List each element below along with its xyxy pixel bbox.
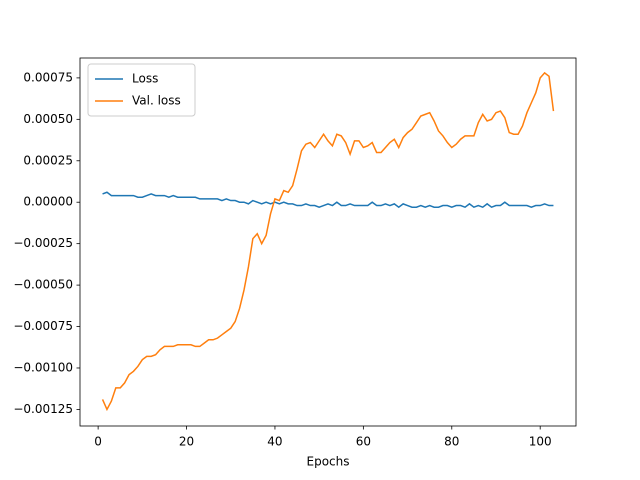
y-tick-label: 0.00025 bbox=[23, 153, 73, 167]
y-tick-label: −0.00100 bbox=[13, 360, 73, 374]
line-series bbox=[102, 191, 554, 209]
y-tick-label: −0.00050 bbox=[13, 278, 73, 292]
legend-label: Loss bbox=[132, 72, 158, 86]
line-series bbox=[101, 71, 555, 412]
x-tick-label: 0 bbox=[94, 435, 102, 449]
y-tick-label: 0.00000 bbox=[23, 195, 73, 209]
y-tick-label: −0.00075 bbox=[13, 319, 73, 333]
legend-box bbox=[87, 63, 196, 117]
y-tick-label: 0.00050 bbox=[23, 112, 73, 126]
x-tick-label: 80 bbox=[444, 435, 459, 449]
x-tick-label: 100 bbox=[529, 435, 552, 449]
plot-frame bbox=[79, 57, 577, 427]
x-tick-label: 40 bbox=[267, 435, 282, 449]
legend-label: Val. loss bbox=[132, 94, 181, 108]
x-tick-label: 60 bbox=[356, 435, 371, 449]
x-tick-label: 20 bbox=[179, 435, 194, 449]
y-tick-label: −0.00025 bbox=[13, 236, 73, 250]
y-tick-label: −0.00125 bbox=[13, 402, 73, 416]
y-tick-label: 0.00075 bbox=[23, 70, 73, 84]
x-axis-label: Epochs bbox=[307, 455, 350, 469]
